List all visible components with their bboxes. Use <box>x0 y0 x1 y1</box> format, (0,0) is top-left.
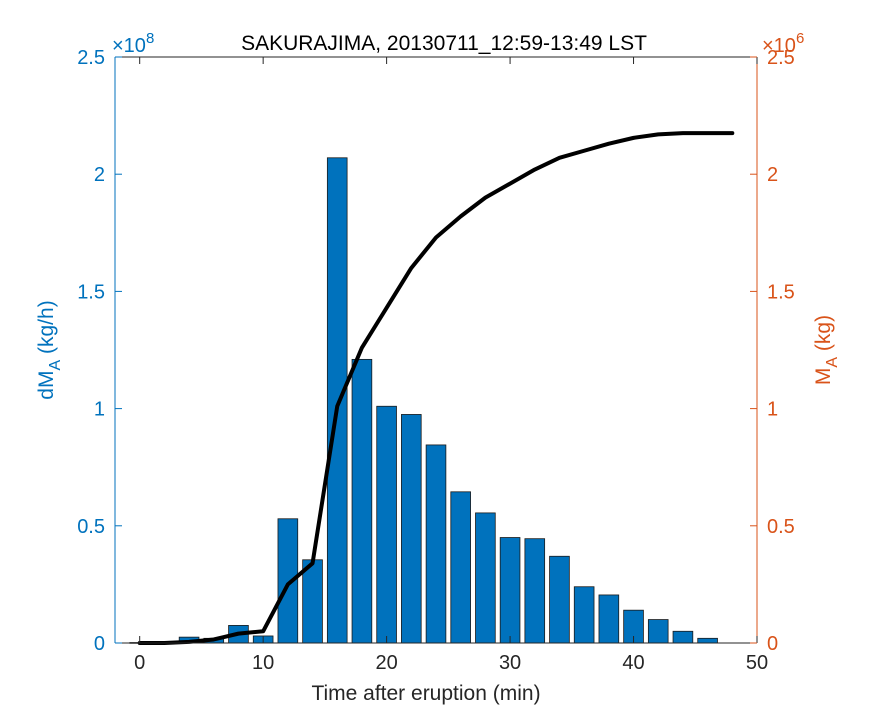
right-axis-exponent-label: ×106 <box>762 30 804 57</box>
x-tick-label-5: 50 <box>746 652 768 674</box>
cumulative-line-series <box>137 131 735 645</box>
bar-22 <box>672 630 694 644</box>
bar-7 <box>302 559 323 644</box>
bar-21 <box>647 619 669 644</box>
bar-8 <box>326 157 348 644</box>
right-y-label-sub: A <box>824 357 841 368</box>
left-axis-exponent-label: ×108 <box>112 30 154 57</box>
right-y-label-main: M <box>812 368 835 386</box>
bar-19 <box>598 594 620 644</box>
left-exponent-power: 8 <box>146 30 154 47</box>
right-tick-label-2: 1 <box>767 399 778 421</box>
right-tick-label-0: 0 <box>767 633 778 655</box>
x-tick-label-0: 0 <box>134 652 145 674</box>
bar-10 <box>376 405 397 644</box>
chart-title: SAKURAJIMA, 20130711_12:59-13:49 LST <box>241 32 647 55</box>
bar-14 <box>475 512 496 644</box>
x-tick-label-2: 20 <box>375 652 397 674</box>
right-tick-label-4: 2 <box>767 164 778 186</box>
bar-16 <box>524 538 546 644</box>
bar-17 <box>549 555 570 644</box>
left-tick-label-3: 1.5 <box>77 281 105 303</box>
x-tick-label-3: 30 <box>499 652 521 674</box>
cumulative-line <box>137 131 735 645</box>
left-tick-label-4: 2 <box>94 164 105 186</box>
bar-12 <box>425 444 447 644</box>
bar-23 <box>697 637 718 644</box>
right-y-axis-label: MA (kg) <box>812 315 841 385</box>
bar-18 <box>573 586 595 644</box>
right-tick-label-3: 1.5 <box>767 281 795 303</box>
left-exponent-base: ×10 <box>112 35 146 57</box>
right-tick-label-5: 2.5 <box>767 47 795 69</box>
bar-9 <box>351 358 373 644</box>
right-y-label-unit: (kg) <box>812 315 835 357</box>
x-tick-label-1: 10 <box>252 652 274 674</box>
x-axis-label: Time after eruption (min) <box>311 682 540 705</box>
left-tick-label-0: 0 <box>94 633 105 655</box>
left-y-label-sub: A <box>47 360 64 371</box>
bar-13 <box>450 491 471 644</box>
left-tick-label-5: 2.5 <box>77 47 105 69</box>
left-y-label-unit: (kg/h) <box>35 300 58 360</box>
left-y-axis-label: dMA (kg/h) <box>35 300 64 399</box>
right-tick-label-1: 0.5 <box>767 516 795 538</box>
right-exponent-base: ×10 <box>762 35 796 57</box>
left-y-label-main: dM <box>35 371 58 400</box>
left-tick-label-2: 1 <box>94 399 105 421</box>
left-tick-label-1: 0.5 <box>77 516 105 538</box>
right-exponent-power: 6 <box>796 30 804 47</box>
x-tick-label-4: 40 <box>622 652 644 674</box>
bar-15 <box>499 537 521 644</box>
bar-11 <box>401 414 422 644</box>
